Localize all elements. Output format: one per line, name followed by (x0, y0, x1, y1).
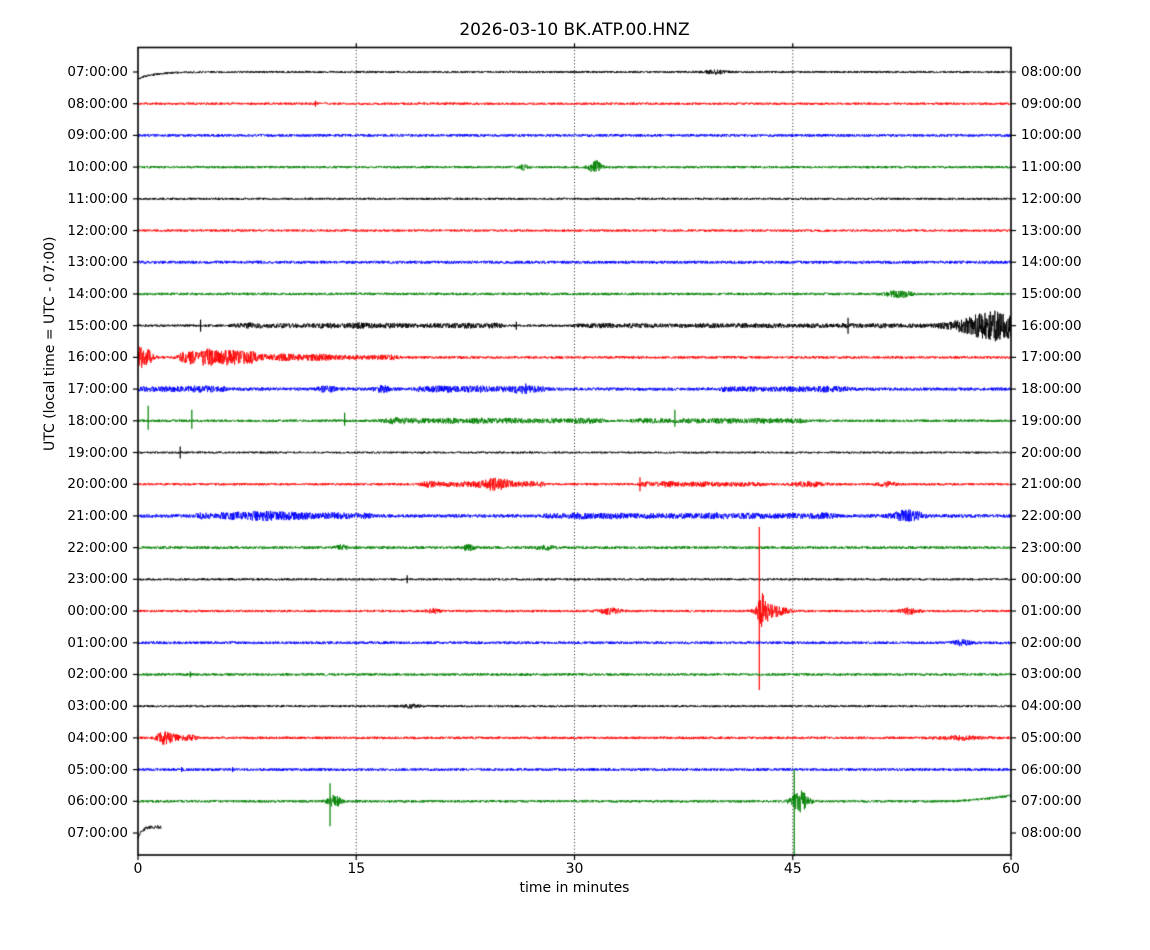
row-label-utc: 21:00:00 (67, 507, 128, 524)
row-label-utc: 01:00:00 (67, 634, 128, 651)
x-tick-label: 0 (133, 861, 143, 877)
row-label-utc: 11:00:00 (67, 190, 128, 207)
row-label-local: 08:00:00 (1021, 64, 1082, 80)
row-label-local: 17:00:00 (1021, 349, 1082, 366)
row-label-utc: 02:00:00 (67, 666, 128, 683)
row-label-utc: 07:00:00 (67, 64, 128, 80)
row-label-local: 09:00:00 (1021, 95, 1082, 112)
row-label-local: 00:00:00 (1021, 571, 1082, 588)
row-label-local: 05:00:00 (1021, 729, 1082, 746)
row-label-utc: 03:00:00 (67, 698, 128, 715)
x-tick-label: 15 (347, 861, 366, 877)
row-label-local: 22:00:00 (1021, 507, 1082, 524)
row-label-local: 01:00:00 (1021, 603, 1082, 620)
row-label-utc: 14:00:00 (67, 285, 128, 302)
x-tick-label: 45 (783, 861, 802, 877)
x-tick-label: 60 (1002, 861, 1020, 877)
row-label-local: 20:00:00 (1021, 444, 1082, 461)
row-label-utc: 23:00:00 (67, 571, 128, 588)
row-label-utc: 19:00:00 (67, 444, 128, 461)
row-label-local: 02:00:00 (1021, 634, 1082, 651)
row-label-utc: 09:00:00 (67, 127, 128, 144)
row-label-local: 13:00:00 (1021, 222, 1082, 239)
row-label-utc: 04:00:00 (67, 729, 128, 746)
row-label-local: 06:00:00 (1021, 761, 1082, 778)
row-label-utc: 08:00:00 (67, 95, 128, 112)
row-label-utc: 13:00:00 (67, 254, 128, 271)
row-label-utc: 22:00:00 (67, 539, 128, 556)
row-label-utc: 07:00:00 (67, 825, 128, 841)
x-axis-label: time in minutes (519, 880, 630, 896)
row-label-utc: 17:00:00 (67, 381, 128, 398)
row-label-utc: 20:00:00 (67, 476, 128, 493)
row-label-local: 14:00:00 (1021, 254, 1082, 271)
row-label-local: 16:00:00 (1021, 317, 1082, 334)
x-tick-label: 30 (565, 861, 584, 877)
row-label-utc: 05:00:00 (67, 761, 128, 778)
row-label-local: 08:00:00 (1021, 825, 1082, 841)
row-label-local: 07:00:00 (1021, 793, 1082, 810)
row-label-local: 04:00:00 (1021, 698, 1082, 715)
plot-title: 2026-03-10 BK.ATP.00.HNZ (459, 20, 690, 40)
row-label-utc: 16:00:00 (67, 349, 128, 366)
row-label-utc: 10:00:00 (67, 159, 128, 176)
row-label-utc: 06:00:00 (67, 793, 128, 810)
row-label-local: 21:00:00 (1021, 476, 1082, 493)
row-label-utc: 18:00:00 (67, 412, 128, 429)
row-label-local: 12:00:00 (1021, 190, 1082, 207)
row-label-local: 10:00:00 (1021, 127, 1082, 144)
row-label-local: 19:00:00 (1021, 412, 1082, 429)
row-label-utc: 15:00:00 (67, 317, 128, 334)
row-label-local: 23:00:00 (1021, 539, 1082, 556)
row-label-local: 11:00:00 (1021, 159, 1082, 176)
row-label-utc: 12:00:00 (67, 222, 128, 239)
row-label-utc: 00:00:00 (67, 603, 128, 620)
row-label-local: 18:00:00 (1021, 381, 1082, 398)
row-label-local: 03:00:00 (1021, 666, 1082, 683)
row-label-local: 15:00:00 (1021, 285, 1082, 302)
